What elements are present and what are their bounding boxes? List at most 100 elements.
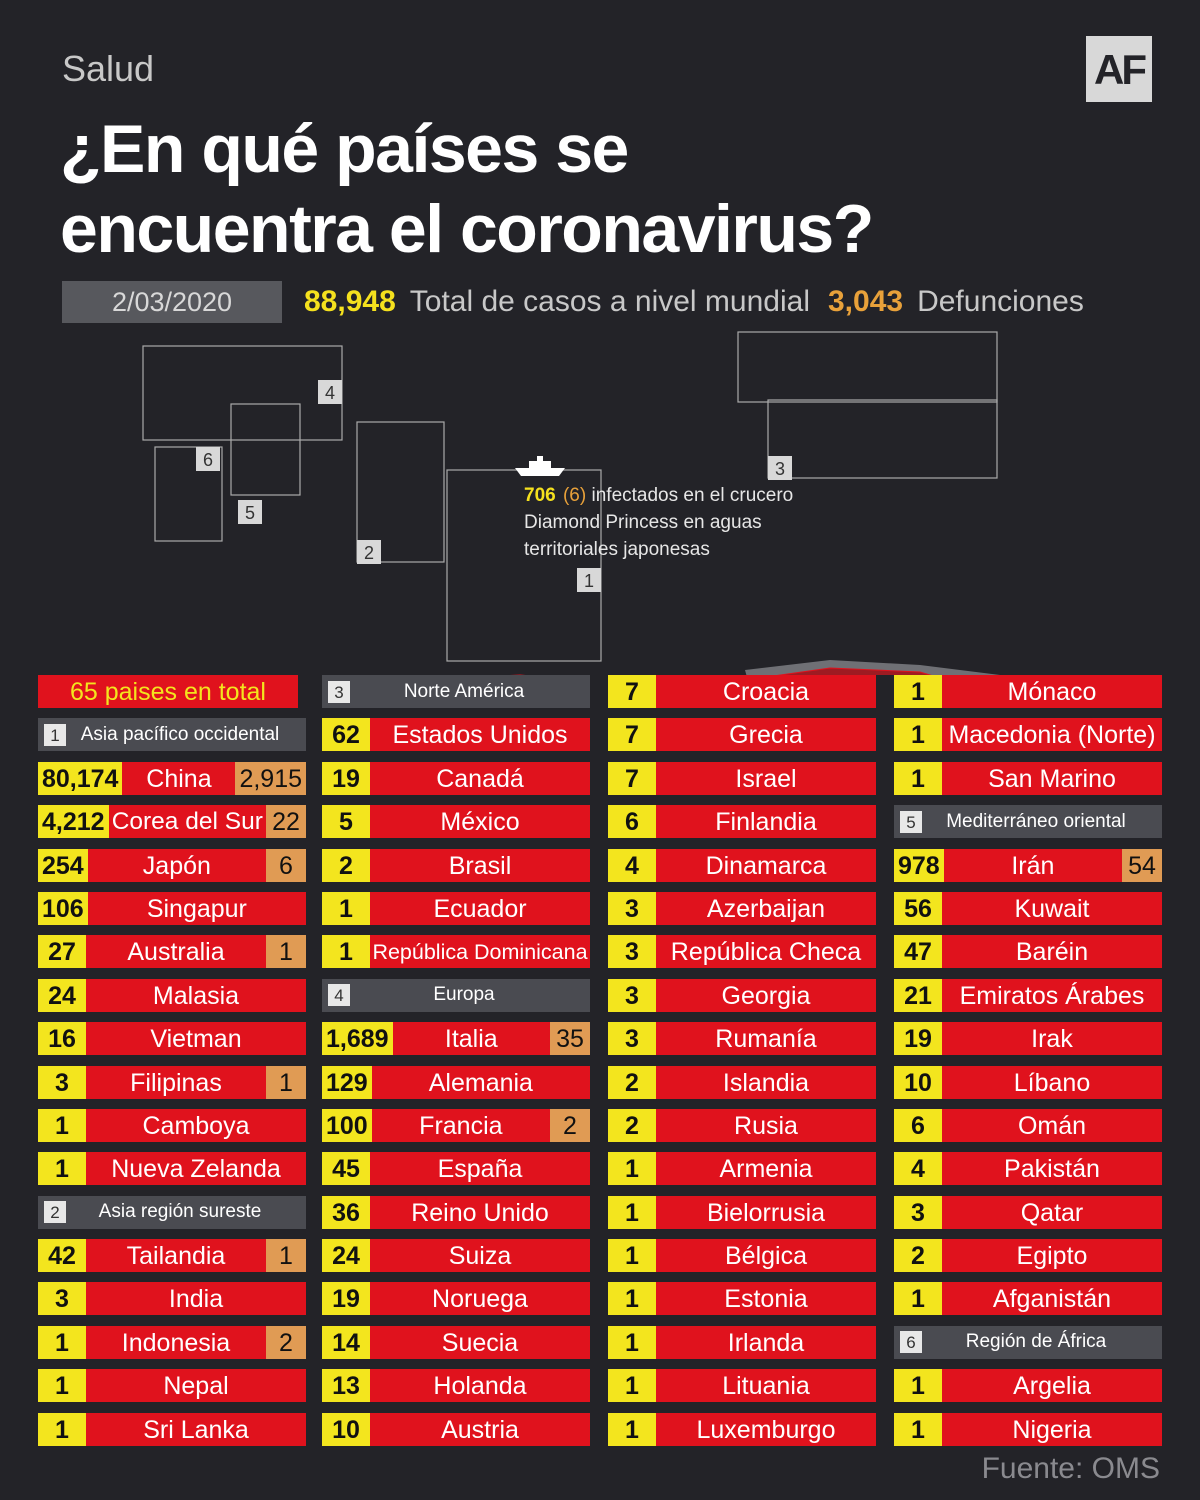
cases: 47 — [894, 935, 942, 969]
table-row: 13 Holanda — [322, 1369, 590, 1403]
deaths: 2 — [266, 1325, 306, 1359]
cases: 7 — [608, 761, 656, 795]
country: Brasil — [370, 848, 590, 882]
region-header: 2 Asia región sureste — [38, 1195, 306, 1229]
table-row: 19 Canadá — [322, 761, 590, 795]
cases: 1 — [894, 1282, 942, 1316]
table-row: 1 Ecuador — [322, 891, 590, 925]
table-row: 978 Irán 54 — [894, 848, 1162, 882]
table-row: 10 Austria — [322, 1412, 590, 1446]
table-row: 1 Indonesia 2 — [38, 1325, 306, 1359]
stats: 2/03/2020 88,948 Total de casos a nivel … — [62, 281, 1102, 323]
country: Filipinas — [86, 1065, 266, 1099]
deaths: 6 — [266, 848, 306, 882]
map-label: 1 — [584, 571, 594, 591]
cases: 2 — [608, 1108, 656, 1142]
table-row: 47 Baréin — [894, 935, 1162, 969]
cases: 4,212 — [38, 805, 109, 839]
country: Sri Lanka — [86, 1412, 306, 1446]
cases: 254 — [38, 848, 88, 882]
country: Suiza — [370, 1239, 590, 1273]
country: Israel — [656, 761, 876, 795]
table-row: 6 Finlandia — [608, 805, 876, 839]
country: Macedonia (Norte) — [942, 718, 1162, 752]
table-row: 24 Suiza — [322, 1239, 590, 1273]
cases: 42 — [38, 1239, 86, 1273]
source: Fuente: OMS — [981, 1452, 1160, 1485]
cases: 978 — [894, 848, 944, 882]
table-row: 36 Reino Unido — [322, 1195, 590, 1229]
deaths: 2,915 — [235, 761, 306, 795]
table-row: 56 Kuwait — [894, 891, 1162, 925]
country: Omán — [942, 1108, 1162, 1142]
country: Canadá — [370, 761, 590, 795]
table-row: 1 Bielorrusia — [608, 1195, 876, 1229]
table-row: 100 Francia 2 — [322, 1108, 590, 1142]
total-deaths: 3,043 — [828, 285, 904, 318]
table-row: 1 Argelia — [894, 1369, 1162, 1403]
table-row: 5 México — [322, 805, 590, 839]
deaths: 1 — [266, 1239, 306, 1273]
date: 2/03/2020 — [62, 281, 282, 323]
table-row: 16 Vietman — [38, 1022, 306, 1056]
table-row: 1 San Marino — [894, 761, 1162, 795]
cases: 1 — [608, 1325, 656, 1359]
table-row: 7 Croacia — [608, 675, 876, 708]
country: Vietman — [86, 1022, 306, 1056]
country: Japón — [87, 848, 266, 882]
cases: 3 — [38, 1282, 86, 1316]
cruise-text: infectados en el crucero Diamond Princes… — [524, 485, 794, 560]
map-label-box — [357, 540, 381, 564]
region-name: Asia pacífico occidental — [80, 723, 280, 745]
table-row: 2 Brasil — [322, 848, 590, 882]
cases: 1 — [38, 1412, 86, 1446]
map-label-box — [196, 447, 220, 471]
country: Austria — [370, 1412, 590, 1446]
country: México — [370, 805, 590, 839]
region-name: Europa — [433, 984, 495, 1006]
map-label: 3 — [775, 459, 785, 479]
country: Croacia — [656, 675, 876, 708]
table-row: 1 Mónaco — [894, 675, 1162, 708]
table-row: 2 Rusia — [608, 1108, 876, 1142]
country: Holanda — [370, 1369, 590, 1403]
country: India — [86, 1282, 306, 1316]
table-row: 1 Nigeria — [894, 1412, 1162, 1446]
table-row: 1 Lituania — [608, 1369, 876, 1403]
deaths: 2 — [550, 1108, 590, 1142]
cases: 1 — [894, 761, 942, 795]
map-label: 6 — [203, 450, 213, 470]
country: Francia — [371, 1108, 550, 1142]
cases: 3 — [608, 935, 656, 969]
country: Singapur — [87, 891, 306, 925]
region-box — [154, 446, 223, 542]
country: Dinamarca — [656, 848, 876, 882]
ship-icon — [515, 456, 565, 476]
cases: 1 — [894, 675, 942, 708]
region-header: 1 Asia pacífico occidental — [38, 718, 306, 752]
country: Rusia — [656, 1108, 876, 1142]
table-row: 3 India — [38, 1282, 306, 1316]
country: Baréin — [942, 935, 1162, 969]
region-number: 3 — [328, 680, 350, 703]
table-row: 254 Japón 6 — [38, 848, 306, 882]
cases: 1 — [38, 1108, 86, 1142]
cases: 106 — [38, 891, 88, 925]
cases: 2 — [608, 1065, 656, 1099]
cases: 1 — [608, 1282, 656, 1316]
table-row: 1,689 Italia 35 — [322, 1022, 590, 1056]
total-countries: 65 paises en total — [38, 675, 298, 708]
cases: 80,174 — [38, 761, 123, 795]
country: Emiratos Árabes — [942, 978, 1162, 1012]
deaths: 54 — [1122, 848, 1162, 882]
table-column: 7 Croacia 7 Grecia 7 Israel 6 Finlandia 4 Dinamar… — [608, 675, 876, 1456]
table-column: 3 Norte América 62 Estados Unidos 19 Canadá 5 M… — [322, 675, 590, 1456]
region-name: Mediterráneo oriental — [946, 810, 1126, 832]
table-row: 4,212 Corea del Sur 22 — [38, 805, 306, 839]
table-row: 62 Estados Unidos — [322, 718, 590, 752]
table-row: 21 Emiratos Árabes — [894, 978, 1162, 1012]
cases: 6 — [894, 1108, 942, 1142]
table-column: 1 Mónaco 1 Macedonia (Norte) 1 San Marino 5 Med… — [894, 675, 1162, 1456]
country: Ecuador — [370, 891, 590, 925]
country: Georgia — [656, 978, 876, 1012]
